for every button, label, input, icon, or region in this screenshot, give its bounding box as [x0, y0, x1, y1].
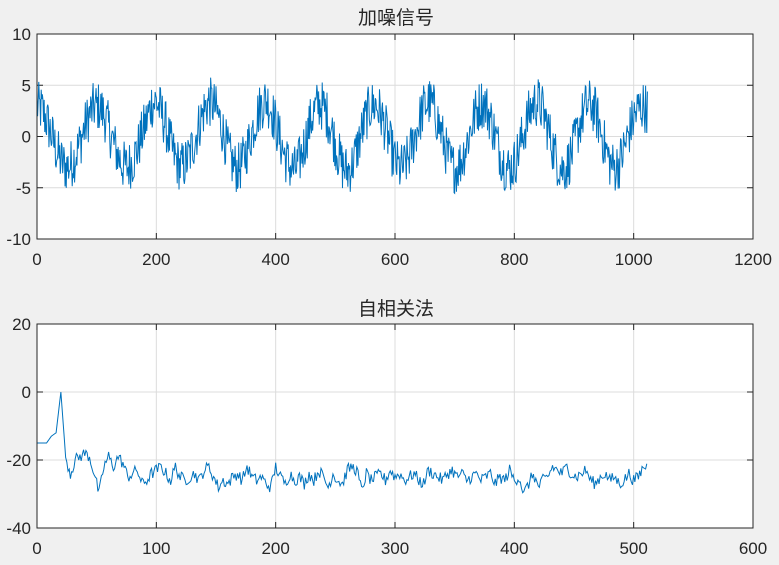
bottom-y-tick-label: -40 — [6, 519, 31, 538]
bottom-y-tick-label: 20 — [12, 315, 31, 334]
bottom-x-tick-label: 600 — [739, 539, 767, 558]
bottom-series-line — [37, 391, 648, 494]
top-y-tick-label: 0 — [22, 128, 31, 147]
top-series-line — [36, 77, 648, 195]
bottom-y-tick-label: 0 — [22, 383, 31, 402]
top-chart-title: 加噪信号 — [358, 7, 434, 29]
top-axes-box — [36, 33, 754, 240]
top-x-tick-label: 0 — [32, 250, 41, 269]
bottom-x-tick-label: 100 — [142, 539, 170, 558]
bottom-x-tick-label: 500 — [619, 539, 647, 558]
bottom-x-tick-label: 300 — [381, 539, 409, 558]
bottom-x-tick-label: 200 — [261, 539, 289, 558]
top-x-tick-label: 800 — [500, 250, 528, 269]
top-y-tick-label: -5 — [16, 179, 31, 198]
bottom-x-tick-label: 0 — [32, 539, 41, 558]
top-x-tick-label: 1000 — [615, 250, 653, 269]
bottom-y-tick-label: -20 — [6, 451, 31, 470]
bottom-chart-title: 自相关法 — [358, 298, 434, 320]
top-x-tick-label: 1200 — [734, 250, 772, 269]
bottom-x-tick-label: 400 — [500, 539, 528, 558]
top-y-tick-label: 10 — [12, 25, 31, 44]
top-x-tick-label: 400 — [261, 250, 289, 269]
top-y-tick-label: -10 — [6, 230, 31, 249]
top-y-tick-label: 5 — [22, 76, 31, 95]
bottom-axes-box — [36, 323, 754, 529]
top-x-tick-label: 600 — [381, 250, 409, 269]
top-x-tick-label: 200 — [142, 250, 170, 269]
